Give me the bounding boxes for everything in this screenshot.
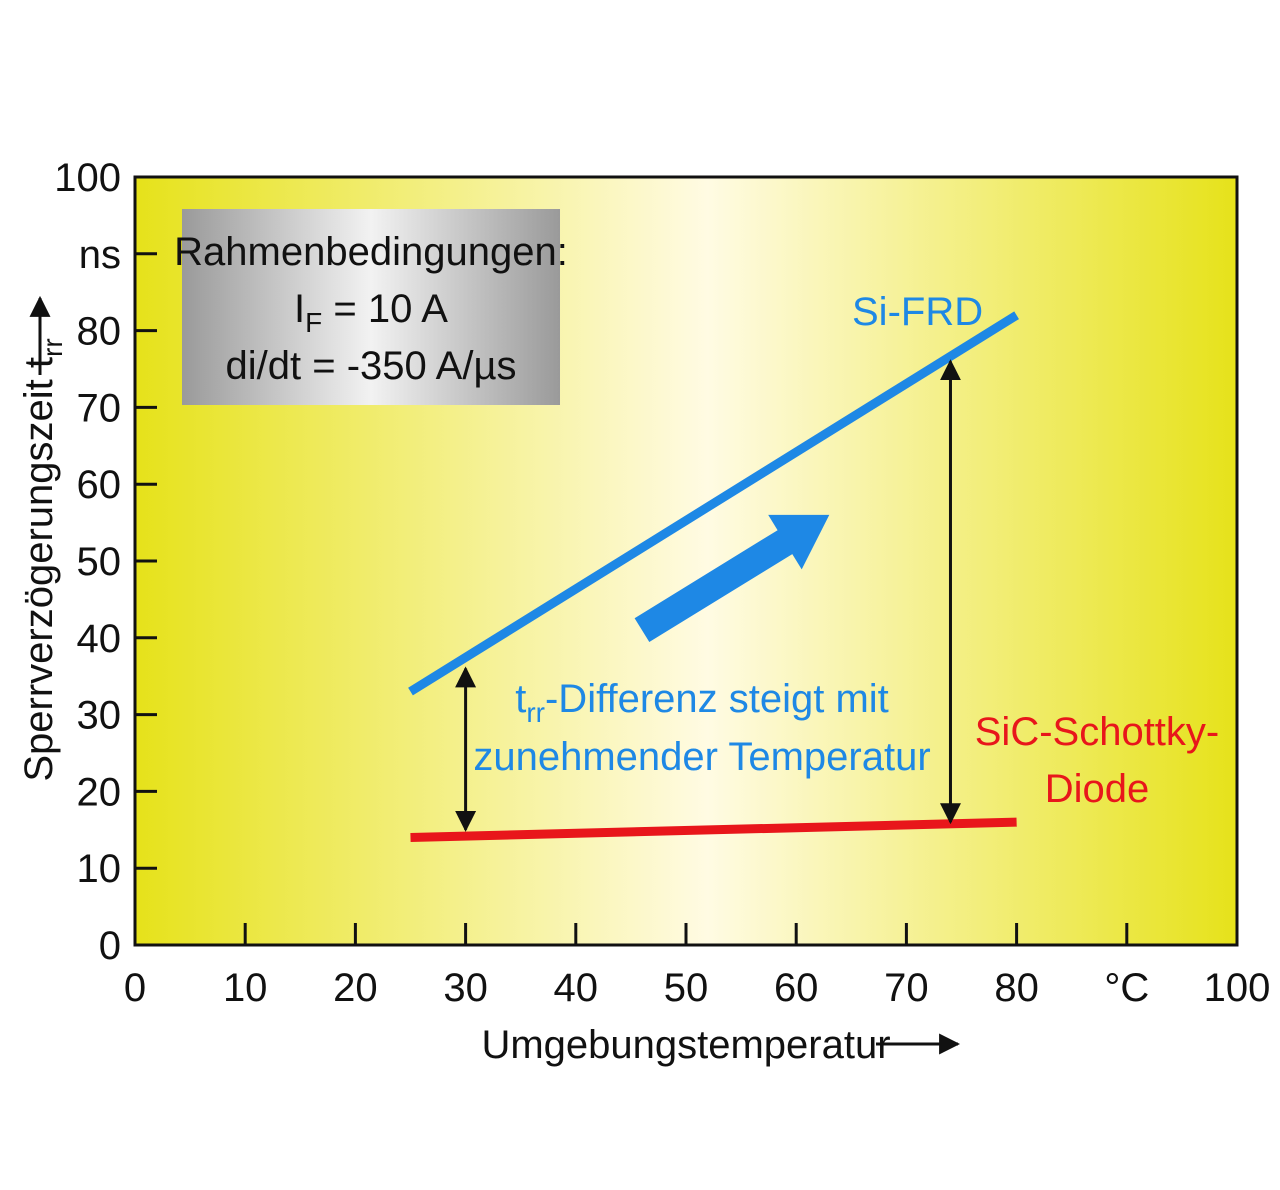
x-tick-label: 30	[443, 966, 488, 1010]
y-tick-label: 10	[77, 847, 122, 891]
y-tick-label: 70	[77, 386, 122, 430]
annotation-symbol: t	[515, 677, 526, 721]
x-tick-label: 70	[884, 966, 929, 1010]
x-axis-ticks: 0 10 20 30 40 50 60 70 80 °C 100	[124, 923, 1271, 1010]
series-line-si-frd	[408, 311, 1019, 696]
series-label-sic-line2: Diode	[1045, 767, 1150, 811]
trend-arrow	[634, 514, 830, 642]
y-axis-title-text: Sperrverzögerungszeit t	[17, 357, 61, 782]
y-axis-ticks: 0 10 20 30 40 50 60 70 80 ns 100	[54, 156, 157, 968]
info-box-current-value: = 10 A	[322, 287, 448, 331]
y-axis-title-subscript: rr	[37, 338, 68, 357]
info-box-didt: di/dt = -350 A/µs	[226, 344, 517, 388]
y-tick-label: 80	[77, 310, 122, 354]
series-line-sic-schottky	[410, 817, 1017, 842]
y-tick-label: ns	[79, 233, 121, 277]
x-tick-label: 100	[1204, 966, 1271, 1010]
x-tick-label: 60	[774, 966, 819, 1010]
y-tick-label: 0	[99, 924, 121, 968]
x-tick-label: 0	[124, 966, 146, 1010]
difference-markers	[455, 359, 961, 832]
info-box-current: IF = 10 A	[294, 287, 448, 338]
info-box-background	[182, 209, 560, 405]
info-box-current-symbol: I	[294, 287, 305, 331]
series-label-sic-line1: SiC-Schottky-	[975, 710, 1220, 754]
info-box: Rahmenbedingungen: IF = 10 A di/dt = -35…	[174, 209, 568, 405]
annotation-subscript: rr	[526, 697, 545, 728]
annotation-line1: trr-Differenz steigt mit	[515, 677, 889, 728]
y-tick-label: 100	[54, 156, 121, 200]
y-axis-title-group: Sperrverzögerungszeit trr	[17, 295, 68, 782]
x-tick-label: 50	[664, 966, 709, 1010]
x-tick-label: 20	[333, 966, 378, 1010]
y-tick-label: 40	[77, 617, 122, 661]
annotation-text: -Differenz steigt mit	[545, 677, 889, 721]
y-tick-label: 60	[77, 463, 122, 507]
y-tick-label: 50	[77, 540, 122, 584]
x-tick-label: °C	[1104, 966, 1149, 1010]
series-layer	[408, 311, 1019, 842]
series-label-si-frd: Si-FRD	[852, 290, 983, 334]
info-box-current-subscript: F	[305, 307, 322, 338]
x-tick-label: 10	[223, 966, 268, 1010]
x-tick-label: 40	[554, 966, 599, 1010]
y-tick-label: 30	[77, 694, 122, 738]
x-axis-title: Umgebungstemperatur	[481, 1023, 890, 1067]
y-tick-label: 20	[77, 770, 122, 814]
y-axis-title: Sperrverzögerungszeit trr	[17, 338, 68, 781]
x-tick-label: 80	[994, 966, 1039, 1010]
info-box-title: Rahmenbedingungen:	[174, 230, 568, 274]
annotation-line2: zunehmender Temperatur	[473, 735, 930, 779]
